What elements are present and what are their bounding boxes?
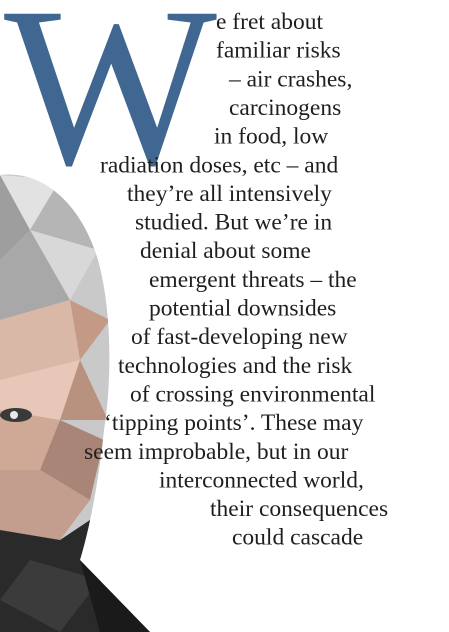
text-line: carcinogens [229, 95, 341, 121]
text-line: familiar risks [216, 38, 341, 64]
text-line: – air crashes, [228, 66, 352, 92]
text-line: in food, low [214, 124, 328, 150]
text-line: denial about some [140, 238, 311, 264]
text-line: of fast-developing new [131, 324, 348, 350]
text-line: radiation doses, etc – and [100, 152, 338, 178]
text-line: interconnected world, [159, 467, 364, 493]
text-line: studied. But we’re in [135, 210, 332, 236]
text-line: potential downsides [149, 296, 336, 322]
text-line: e fret about [216, 9, 323, 35]
text-line: ‘tipping points’. These may [104, 410, 364, 436]
body-text: e fret about familiar risks– air crashes,… [84, 9, 388, 551]
drop-cap: W [4, 0, 217, 213]
text-line: of crossing environmental [130, 381, 376, 407]
text-line: their consequences [210, 496, 388, 522]
text-line: emergent threats – the [149, 267, 357, 293]
text-line: seem improbable, but in our [84, 439, 348, 465]
text-line: they’re all intensively [127, 181, 332, 207]
text-line: could cascade [232, 525, 363, 551]
text-line: technologies and the risk [118, 353, 353, 379]
